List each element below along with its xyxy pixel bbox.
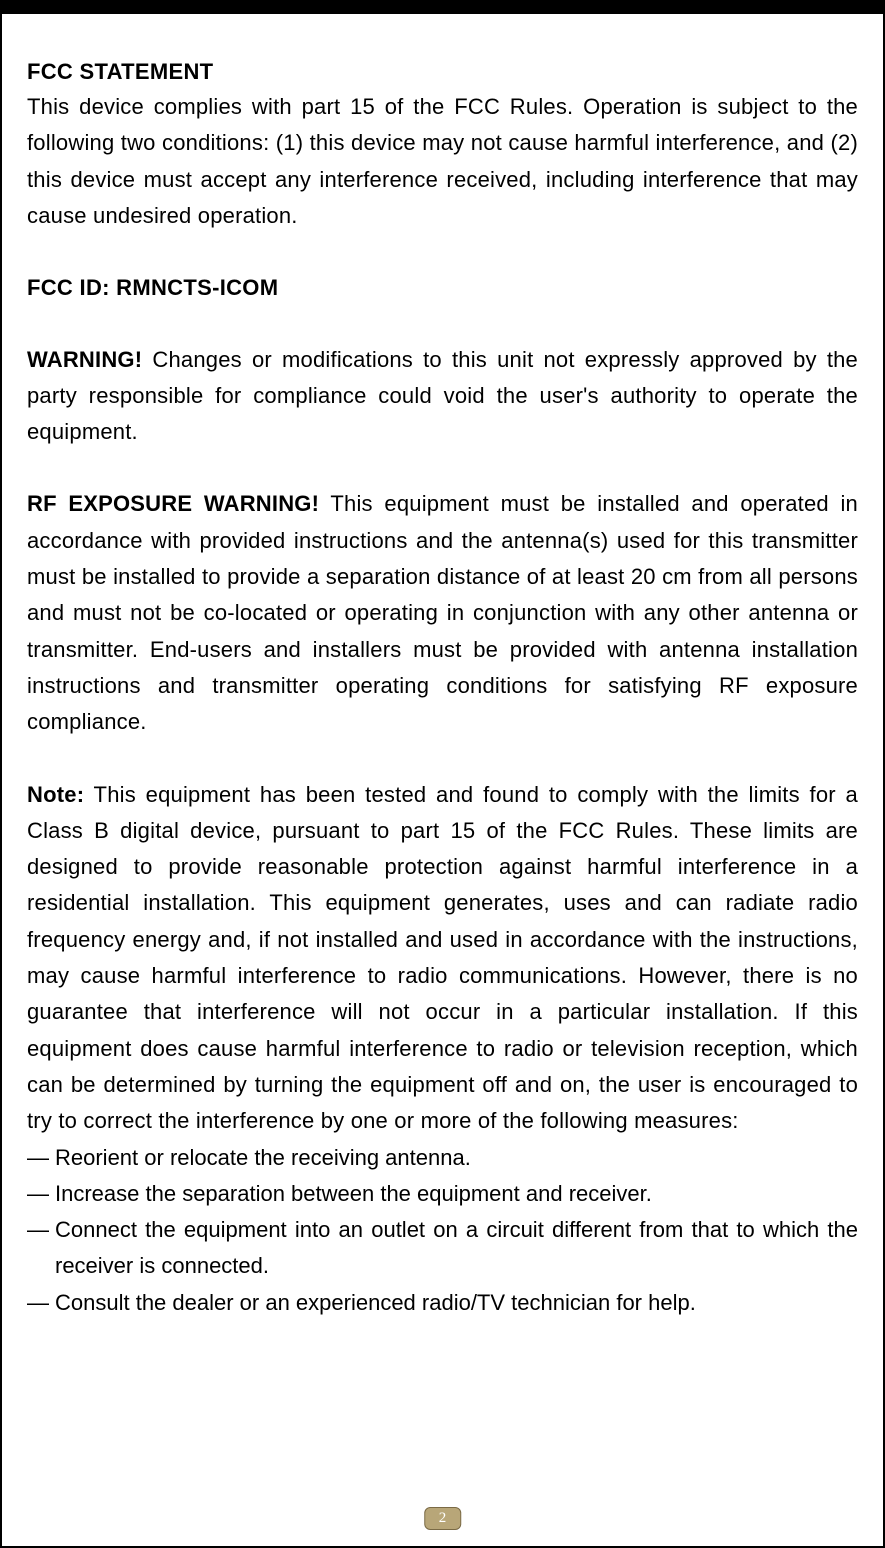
warning-paragraph: WARNING! Changes or modifications to thi… [27, 342, 858, 451]
measure-item: — Connect the equipment into an outlet o… [27, 1212, 858, 1285]
measure-item: — Increase the separation between the eq… [27, 1176, 858, 1212]
measure-dash: — [27, 1176, 55, 1212]
spacer [27, 234, 858, 270]
measure-item: — Consult the dealer or an experienced r… [27, 1285, 858, 1321]
rf-exposure-body: This equipment must be installed and ope… [27, 491, 858, 734]
note-body: This equipment has been tested and found… [27, 782, 858, 1134]
fcc-statement-heading: FCC STATEMENT [27, 54, 858, 89]
measure-dash: — [27, 1285, 55, 1321]
page-number-badge: 2 [424, 1507, 462, 1530]
warning-body: Changes or modifications to this unit no… [27, 347, 858, 445]
measures-list: — Reorient or relocate the receiving ant… [27, 1140, 858, 1321]
page-frame: FCC STATEMENT This device complies with … [0, 0, 885, 1548]
note-paragraph: Note: This equipment has been tested and… [27, 777, 858, 1140]
warning-heading: WARNING! [27, 347, 142, 372]
fcc-id-heading: FCC ID: RMNCTS-ICOM [27, 270, 858, 305]
rf-exposure-heading: RF EXPOSURE WARNING! [27, 491, 319, 516]
spacer [27, 306, 858, 342]
measure-text: Connect the equipment into an outlet on … [55, 1212, 858, 1285]
spacer [27, 450, 858, 486]
spacer [27, 741, 858, 777]
measure-text: Consult the dealer or an experienced rad… [55, 1285, 858, 1321]
measure-dash: — [27, 1212, 55, 1285]
measure-item: — Reorient or relocate the receiving ant… [27, 1140, 858, 1176]
measure-text: Reorient or relocate the receiving anten… [55, 1140, 858, 1176]
measure-dash: — [27, 1140, 55, 1176]
page-top-bar [2, 2, 883, 14]
fcc-statement-body: This device complies with part 15 of the… [27, 89, 858, 234]
page-content: FCC STATEMENT This device complies with … [2, 14, 883, 1321]
page-number-wrap: 2 [424, 1507, 462, 1530]
measure-text: Increase the separation between the equi… [55, 1176, 858, 1212]
rf-exposure-paragraph: RF EXPOSURE WARNING! This equipment must… [27, 486, 858, 740]
note-heading: Note: [27, 782, 84, 807]
